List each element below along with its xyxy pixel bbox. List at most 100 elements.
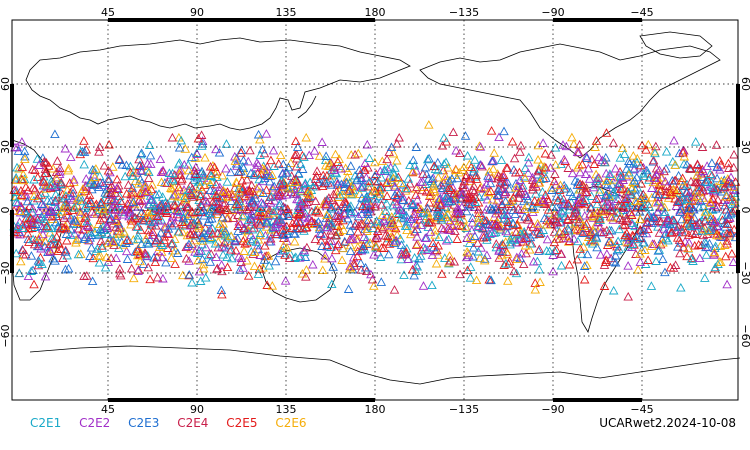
triangle-marker — [356, 219, 366, 228]
triangle-marker — [481, 204, 492, 214]
triangle-marker — [253, 160, 264, 169]
triangle-marker — [314, 222, 325, 232]
triangle-marker — [592, 199, 602, 209]
triangle-marker — [670, 260, 681, 269]
triangle-marker — [198, 173, 209, 182]
triangle-marker — [144, 167, 154, 177]
triangle-marker — [68, 184, 78, 194]
triangle-marker — [523, 215, 534, 224]
triangle-marker — [204, 250, 214, 260]
triangle-marker — [36, 190, 46, 199]
triangle-marker — [624, 234, 635, 244]
triangle-marker — [87, 207, 97, 216]
triangle-marker — [626, 189, 637, 199]
triangle-marker — [223, 232, 234, 242]
triangle-marker — [360, 158, 370, 168]
triangle-marker — [294, 223, 304, 232]
triangle-marker — [393, 172, 404, 182]
triangle-marker — [47, 211, 57, 221]
lon-label-bottom: 90 — [190, 403, 204, 416]
triangle-marker — [94, 182, 104, 191]
triangle-marker — [65, 230, 76, 239]
triangle-marker — [299, 180, 310, 190]
triangle-marker — [564, 204, 575, 214]
triangle-marker — [546, 150, 556, 159]
triangle-marker — [712, 161, 722, 171]
triangle-marker — [362, 139, 373, 149]
triangle-marker — [188, 229, 199, 239]
triangle-marker — [270, 256, 281, 266]
triangle-marker — [27, 164, 38, 174]
triangle-marker — [198, 233, 208, 242]
triangle-marker — [570, 176, 580, 185]
triangle-marker — [461, 206, 472, 216]
triangle-marker — [509, 153, 520, 163]
triangle-marker — [617, 183, 628, 192]
triangle-marker — [333, 239, 344, 249]
triangle-marker — [80, 186, 91, 195]
triangle-marker — [136, 208, 147, 218]
triangle-marker — [553, 195, 563, 205]
triangle-marker — [557, 207, 567, 216]
triangle-marker — [704, 225, 714, 234]
triangle-marker — [55, 163, 65, 172]
triangle-marker — [424, 153, 434, 163]
triangle-marker — [535, 196, 546, 206]
triangle-marker — [176, 175, 186, 185]
triangle-marker — [383, 249, 394, 259]
triangle-marker — [280, 276, 291, 285]
triangle-marker — [52, 156, 63, 165]
triangle-marker — [390, 182, 400, 191]
triangle-marker — [296, 186, 306, 196]
triangle-marker — [448, 127, 459, 137]
triangle-marker — [376, 200, 387, 209]
triangle-marker — [269, 206, 279, 215]
triangle-marker — [141, 213, 151, 222]
triangle-marker — [12, 162, 22, 172]
triangle-marker — [422, 203, 433, 213]
triangle-marker — [674, 196, 684, 205]
triangle-marker — [289, 236, 300, 246]
triangle-marker — [258, 199, 268, 208]
triangle-marker — [78, 184, 88, 193]
triangle-marker — [238, 210, 249, 220]
triangle-marker — [476, 160, 486, 169]
triangle-marker — [276, 217, 286, 226]
triangle-marker — [475, 142, 486, 151]
triangle-marker — [115, 227, 126, 237]
lon-label-bottom: −45 — [630, 403, 653, 416]
triangle-marker — [465, 262, 476, 271]
triangle-marker — [32, 241, 43, 251]
triangle-marker — [150, 257, 161, 267]
triangle-marker — [467, 213, 478, 222]
triangle-marker — [386, 219, 397, 228]
triangle-marker — [430, 230, 440, 239]
triangle-marker — [674, 148, 685, 158]
triangle-marker — [412, 232, 422, 241]
triangle-marker — [633, 264, 643, 274]
triangle-marker — [523, 212, 534, 222]
triangle-marker — [511, 268, 522, 278]
triangle-marker — [428, 178, 439, 188]
triangle-marker — [247, 186, 258, 196]
triangle-marker — [132, 250, 143, 260]
triangle-marker — [297, 164, 308, 173]
triangle-marker — [389, 169, 399, 179]
triangle-marker — [360, 193, 371, 203]
triangle-marker — [133, 230, 143, 240]
triangle-marker — [32, 172, 43, 182]
triangle-marker — [162, 243, 173, 252]
lon-label-top: −90 — [541, 6, 564, 19]
triangle-marker — [182, 230, 193, 240]
triangle-marker — [381, 178, 392, 187]
triangle-marker — [257, 144, 268, 154]
triangle-marker — [651, 256, 661, 265]
triangle-marker — [142, 250, 153, 260]
triangle-marker — [344, 187, 355, 197]
triangle-marker — [53, 246, 63, 256]
triangle-marker — [11, 187, 22, 197]
triangle-marker — [216, 260, 227, 269]
triangle-marker — [712, 202, 723, 211]
triangle-marker — [391, 208, 402, 218]
triangle-marker — [102, 195, 113, 205]
